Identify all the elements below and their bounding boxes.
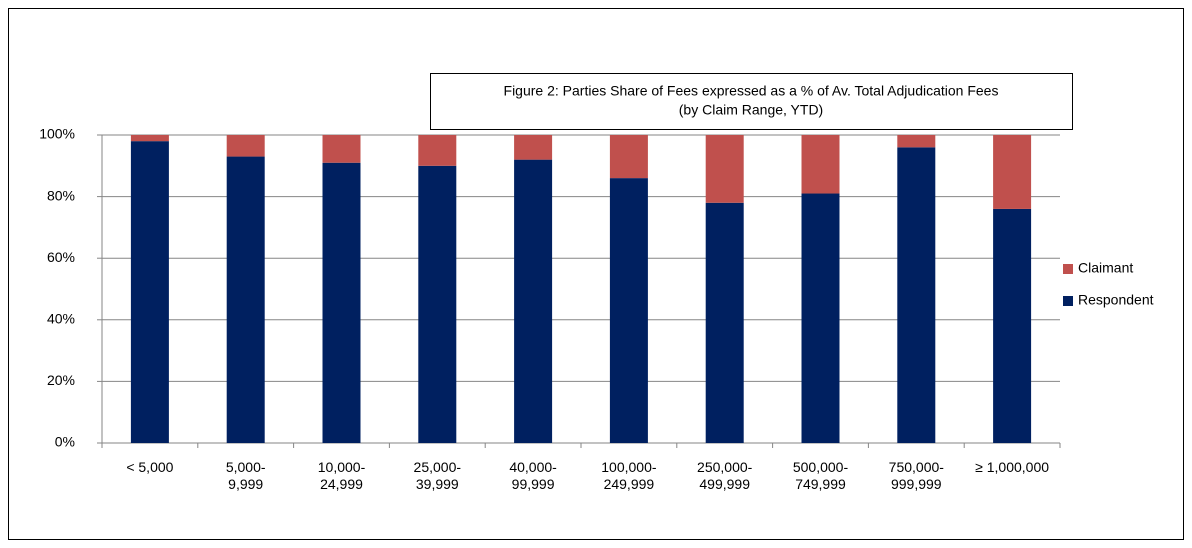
y-tick-label: 0% — [55, 434, 75, 450]
bar-segment — [130, 135, 169, 142]
bar-segment — [514, 159, 553, 443]
x-tick-label: 10,000- 24,999 — [317, 459, 366, 492]
y-tick-label: 40% — [47, 311, 75, 327]
bar-segment — [418, 135, 457, 166]
bar-segment — [226, 135, 265, 157]
bar-segment — [801, 135, 840, 194]
chart-subtitle: (by Claim Range, YTD) — [679, 102, 823, 118]
chart-title: Figure 2: Parties Share of Fees expresse… — [504, 83, 999, 99]
x-tick-label: 100,000- 249,999 — [601, 459, 657, 492]
bar-segment — [609, 178, 648, 443]
y-tick-label: 100% — [39, 126, 75, 142]
y-tick-label: 20% — [47, 372, 75, 388]
bar-segment — [801, 193, 840, 443]
bar-segment — [609, 135, 648, 179]
x-tick-label: < 5,000 — [126, 459, 174, 475]
y-tick-label: 60% — [47, 249, 75, 265]
y-tick-label: 80% — [47, 187, 75, 203]
x-tick-label: 5,000- 9,999 — [225, 459, 266, 492]
bar-segment — [418, 165, 457, 444]
bar-segment — [322, 135, 361, 163]
x-tick-label: 40,000- 99,999 — [509, 459, 557, 492]
bar-segment — [705, 202, 744, 443]
bar-segment — [897, 135, 936, 148]
bar-segment — [514, 135, 553, 160]
x-tick-label: 250,000- 499,999 — [697, 459, 753, 492]
x-tick-label: 500,000- 749,999 — [792, 459, 849, 492]
legend-label: Claimant — [1078, 260, 1133, 276]
x-tick-label: ≥ 1,000,000 — [975, 459, 1050, 475]
bar-segment — [993, 208, 1032, 443]
legend-swatch — [1063, 264, 1073, 274]
bar-segment — [993, 135, 1032, 209]
legend-label: Respondent — [1078, 292, 1154, 308]
bar-segment — [130, 141, 169, 443]
legend-swatch — [1063, 296, 1073, 306]
bar-segment — [705, 135, 744, 203]
x-tick-label: 25,000- 39,999 — [413, 459, 462, 492]
x-tick-label: 750,000- 999,999 — [888, 459, 944, 492]
bar-segment — [226, 156, 265, 443]
bar-segment — [322, 162, 361, 443]
bar-segment — [897, 147, 936, 443]
title-box — [430, 73, 1073, 130]
